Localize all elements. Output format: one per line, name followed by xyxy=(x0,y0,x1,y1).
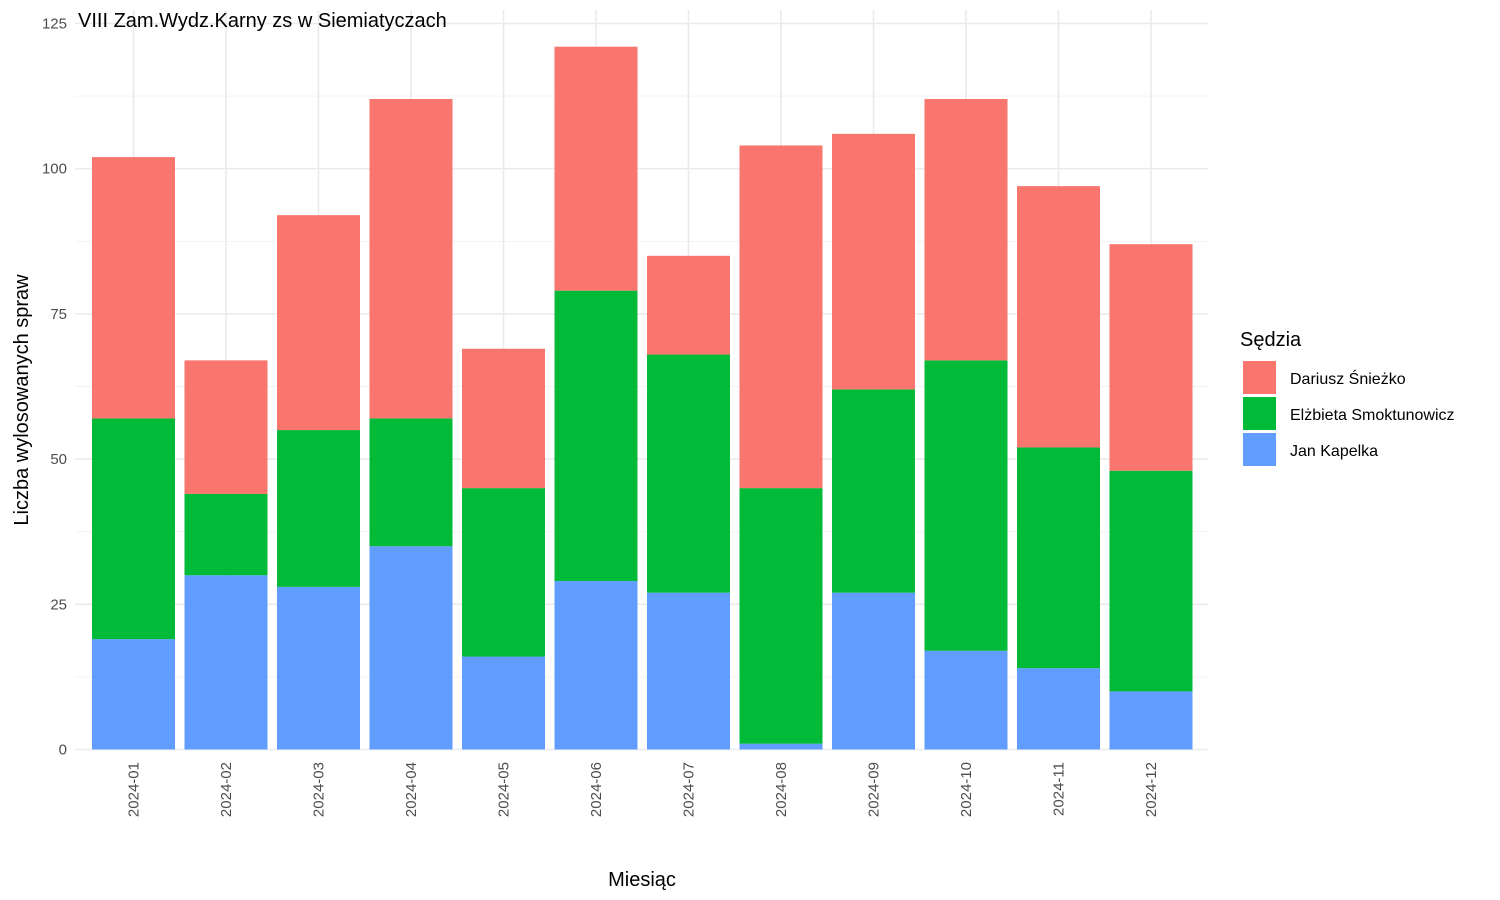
legend-label: Dariusz Śnieżko xyxy=(1290,369,1406,388)
y-tick-label: 125 xyxy=(42,16,67,33)
bar-segment xyxy=(832,592,915,750)
bar-segment xyxy=(647,354,730,593)
x-tick-label: 2024-07 xyxy=(681,762,698,817)
x-tick-label: 2024-08 xyxy=(773,762,790,817)
bar-segment xyxy=(184,493,268,576)
x-tick-label: 2024-02 xyxy=(218,762,235,817)
bar-segment xyxy=(462,656,545,750)
bars xyxy=(92,46,1193,750)
bar-segment xyxy=(647,592,730,750)
bar-segment xyxy=(462,348,545,489)
bar-segment xyxy=(739,743,823,750)
legend-swatch xyxy=(1243,397,1276,430)
y-tick-label: 0 xyxy=(59,742,67,759)
bar-segment xyxy=(1109,470,1193,692)
bar-segment xyxy=(277,215,360,431)
y-axis-ticks: 0 25 50 75 100 125 xyxy=(42,16,67,759)
x-tick-label: 2024-05 xyxy=(496,762,513,817)
legend-label: Elżbieta Smoktunowicz xyxy=(1290,407,1455,424)
y-tick-label: 100 xyxy=(42,161,67,178)
bar-segment xyxy=(369,546,453,750)
bar-segment xyxy=(1109,691,1193,750)
bar-segment xyxy=(832,389,915,593)
bar-segment xyxy=(924,360,1008,651)
bar-segment xyxy=(92,418,175,640)
x-tick-label: 2024-11 xyxy=(1051,762,1068,816)
bar-segment xyxy=(369,418,453,547)
x-tick-label: 2024-01 xyxy=(126,762,143,817)
bar-segment xyxy=(647,255,730,355)
bar-segment xyxy=(184,575,268,750)
x-axis-title: Miesiąc xyxy=(608,869,676,891)
bar-segment xyxy=(184,360,268,494)
x-tick-label: 2024-04 xyxy=(403,762,420,817)
bar-segment xyxy=(554,581,638,750)
bar-segment xyxy=(739,145,823,489)
bar-segment xyxy=(739,488,823,744)
y-tick-label: 75 xyxy=(50,306,67,323)
bar-segment xyxy=(554,290,638,582)
bar-segment xyxy=(1017,447,1100,669)
legend-swatch xyxy=(1243,361,1276,394)
y-tick-label: 25 xyxy=(50,596,67,613)
bar-segment xyxy=(1109,244,1193,471)
x-tick-label: 2024-03 xyxy=(311,762,328,817)
bar-segment xyxy=(924,650,1008,750)
bar-segment xyxy=(369,99,453,419)
x-axis-ticks: 2024-01 2024-02 2024-03 2024-04 2024-05 2024-… xyxy=(126,762,1161,817)
chart-title: VIII Zam.Wydz.Karny zs w Siemiatyczach xyxy=(78,10,447,32)
y-tick-label: 50 xyxy=(50,451,67,468)
legend: Sędzia Dariusz Śnieżko Elżbieta Smoktunow… xyxy=(1240,329,1455,466)
legend-items: Dariusz Śnieżko Elżbieta Smoktunowicz Jan … xyxy=(1243,361,1455,466)
bar-segment xyxy=(92,639,175,750)
bar-segment xyxy=(462,488,545,657)
legend-label: Jan Kapelka xyxy=(1290,443,1378,460)
y-axis-title: Liczba wylosowanych spraw xyxy=(11,274,33,526)
legend-title: Sędzia xyxy=(1240,329,1302,351)
bar-segment xyxy=(1017,668,1100,750)
bar-segment xyxy=(832,133,915,390)
x-tick-label: 2024-06 xyxy=(588,762,605,817)
bar-segment xyxy=(924,99,1008,361)
bar-segment xyxy=(277,586,360,750)
bar-segment xyxy=(1017,186,1100,448)
bar-segment xyxy=(554,46,638,291)
x-tick-label: 2024-10 xyxy=(958,762,975,817)
bar-segment xyxy=(277,430,360,587)
legend-swatch xyxy=(1243,433,1276,466)
bar-segment xyxy=(92,157,175,419)
x-tick-label: 2024-12 xyxy=(1143,762,1160,817)
x-tick-label: 2024-09 xyxy=(866,762,883,817)
